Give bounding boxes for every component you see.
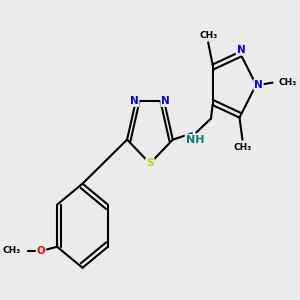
Text: N: N <box>161 96 170 106</box>
Text: N: N <box>254 80 263 90</box>
Text: CH₃: CH₃ <box>279 78 297 87</box>
Text: N: N <box>130 96 139 106</box>
Text: NH: NH <box>186 135 204 145</box>
Text: CH₃: CH₃ <box>233 142 252 152</box>
Text: N: N <box>237 45 245 55</box>
Text: S: S <box>146 158 154 169</box>
Text: O: O <box>37 246 45 256</box>
Text: CH₃: CH₃ <box>199 31 217 40</box>
Text: CH₃: CH₃ <box>2 247 20 256</box>
